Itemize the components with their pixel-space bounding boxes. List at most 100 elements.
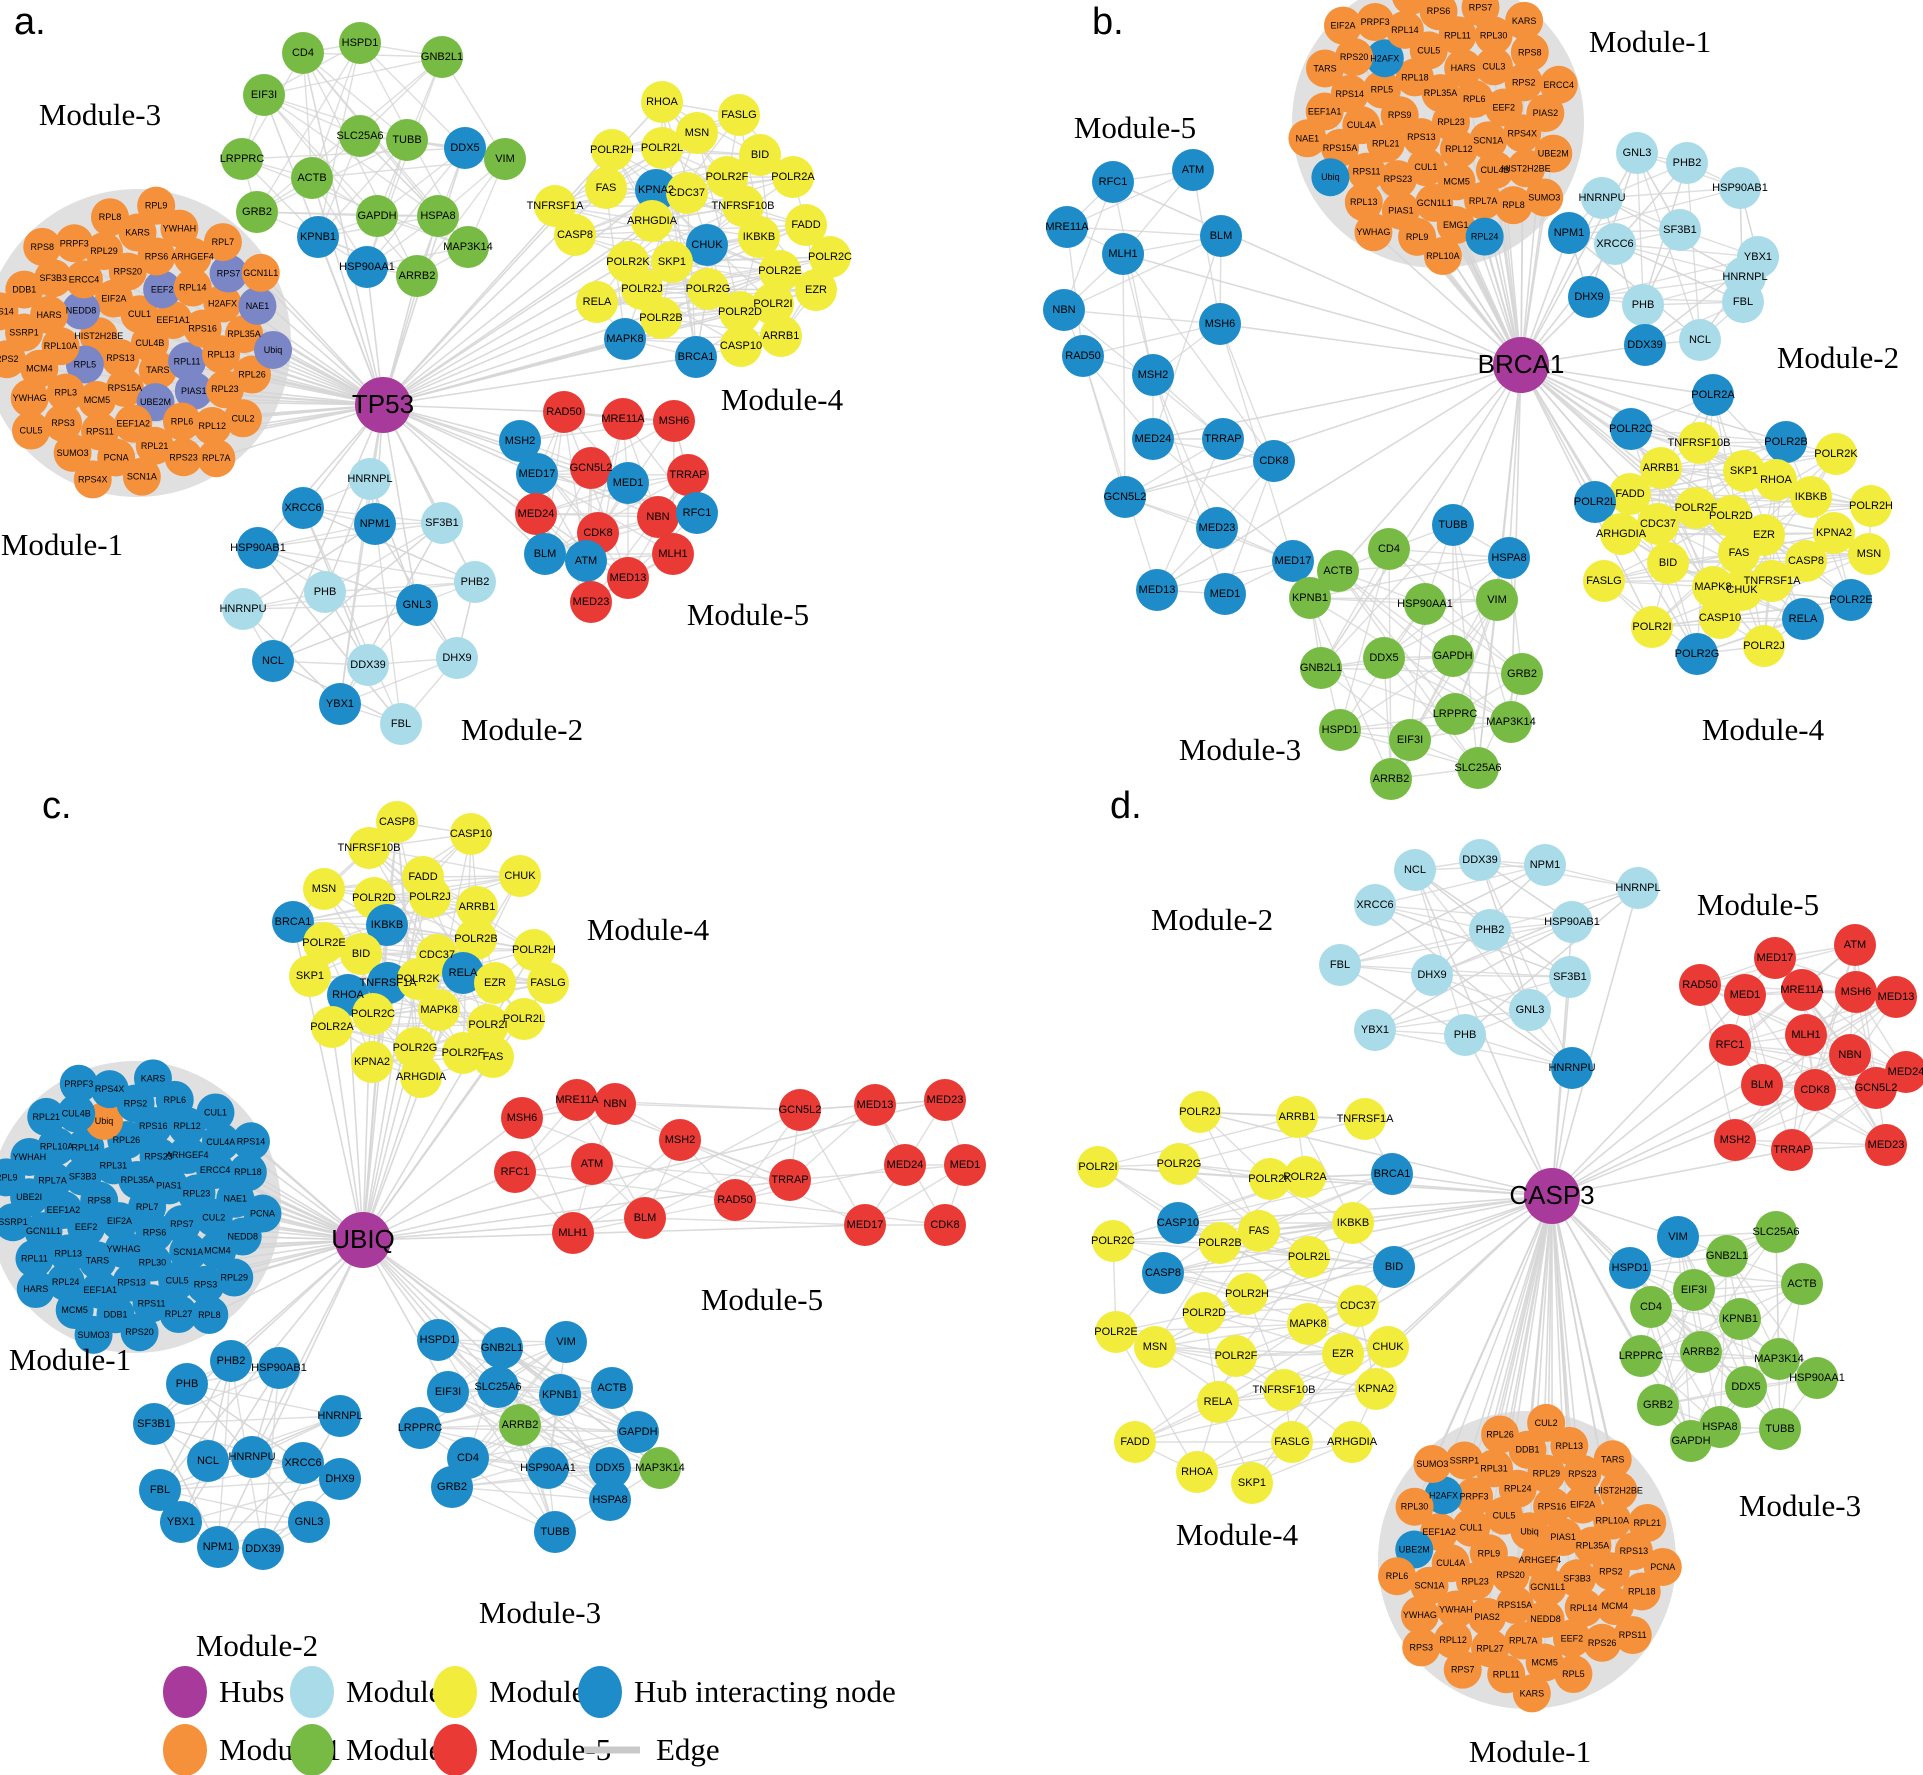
module-node[interactable] — [1725, 1366, 1767, 1408]
module-node[interactable] — [236, 191, 278, 233]
module-node[interactable] — [739, 134, 781, 176]
module-node[interactable] — [164, 438, 203, 477]
module-node[interactable] — [166, 1363, 208, 1405]
module-node[interactable] — [1552, 1619, 1591, 1658]
module-node[interactable] — [1781, 969, 1823, 1011]
module-node[interactable] — [421, 502, 463, 544]
module-node[interactable] — [1609, 473, 1651, 515]
module-node[interactable] — [591, 129, 633, 171]
hub-interacting-node[interactable] — [635, 169, 677, 211]
module-node[interactable] — [304, 571, 346, 613]
module-node[interactable] — [714, 1179, 756, 1221]
module-node[interactable] — [1419, 0, 1458, 31]
hub-interacting-node[interactable] — [62, 291, 101, 330]
hub-interacting-node[interactable] — [1609, 1247, 1651, 1289]
module-node[interactable] — [347, 644, 389, 686]
hub-interacting-node[interactable] — [297, 216, 339, 258]
module-node[interactable] — [225, 315, 264, 354]
module-node[interactable] — [1848, 533, 1890, 575]
module-node[interactable] — [1347, 152, 1386, 191]
module-node[interactable] — [1238, 1210, 1280, 1252]
hub-interacting-node[interactable] — [1311, 158, 1350, 197]
module-node[interactable] — [1617, 867, 1659, 909]
module-node[interactable] — [1550, 1426, 1589, 1465]
module-node[interactable] — [15, 1239, 54, 1278]
module-node[interactable] — [1680, 1331, 1722, 1373]
module-node[interactable] — [138, 351, 177, 390]
module-node[interactable] — [0, 1203, 32, 1242]
module-node[interactable] — [1815, 433, 1857, 475]
module-node[interactable] — [1620, 1335, 1662, 1377]
module-node[interactable] — [243, 1194, 282, 1233]
module-node[interactable] — [160, 209, 199, 248]
module-node[interactable] — [258, 1347, 300, 1389]
module-node[interactable] — [133, 1403, 175, 1445]
module-node[interactable] — [0, 292, 19, 331]
module-node[interactable] — [1527, 1403, 1566, 1442]
module-node[interactable] — [1637, 503, 1679, 545]
hub-interacting-node[interactable] — [499, 1404, 541, 1446]
module-node[interactable] — [1614, 1532, 1653, 1571]
module-node[interactable] — [602, 398, 644, 440]
module-node[interactable] — [1319, 944, 1361, 986]
module-node[interactable] — [1564, 1588, 1603, 1627]
module-node[interactable] — [53, 433, 92, 472]
module-node[interactable] — [1215, 1335, 1257, 1377]
module-node[interactable] — [1583, 560, 1625, 602]
module-node[interactable] — [409, 876, 451, 918]
module-node[interactable] — [57, 1094, 96, 1133]
module-node[interactable] — [1490, 701, 1532, 743]
module-node[interactable] — [210, 1340, 252, 1382]
module-node[interactable] — [303, 922, 345, 964]
module-node[interactable] — [1439, 130, 1478, 169]
module-node[interactable] — [1501, 653, 1543, 695]
module-node[interactable] — [356, 195, 398, 237]
module-node[interactable] — [809, 236, 851, 278]
module-node[interactable] — [1468, 1597, 1507, 1636]
module-node[interactable] — [1875, 976, 1917, 1018]
module-node[interactable] — [1172, 149, 1214, 191]
hub-interacting-node[interactable] — [143, 270, 182, 309]
module-node[interactable] — [400, 1056, 442, 1098]
module-node[interactable] — [884, 1144, 926, 1186]
module-node[interactable] — [501, 1097, 543, 1139]
module-node[interactable] — [133, 1059, 172, 1098]
module-node[interactable] — [637, 496, 679, 538]
module-node[interactable] — [1640, 447, 1682, 489]
module-node[interactable] — [1102, 233, 1144, 275]
module-node[interactable] — [651, 241, 693, 283]
module-node[interactable] — [1755, 1211, 1797, 1253]
hub-interacting-node[interactable] — [524, 533, 566, 575]
module-node[interactable] — [1622, 284, 1664, 326]
module-node[interactable] — [1363, 637, 1405, 679]
module-node[interactable] — [1834, 924, 1876, 966]
module-node[interactable] — [1402, 1628, 1441, 1667]
hub-interacting-node[interactable] — [238, 286, 277, 325]
module-node[interactable] — [1528, 1568, 1567, 1607]
hub-interacting-node[interactable] — [565, 540, 607, 582]
module-node[interactable] — [1455, 79, 1494, 118]
module-node[interactable] — [624, 1197, 666, 1239]
hub-node[interactable] — [335, 1212, 391, 1268]
module-node[interactable] — [1288, 119, 1327, 158]
module-node[interactable] — [1505, 1, 1544, 40]
module-node[interactable] — [1616, 132, 1658, 174]
module-node[interactable] — [1202, 418, 1244, 460]
module-node[interactable] — [844, 1204, 886, 1246]
module-node[interactable] — [1743, 625, 1785, 667]
module-node[interactable] — [222, 588, 264, 630]
module-node[interactable] — [1370, 758, 1412, 800]
module-node[interactable] — [652, 533, 694, 575]
module-node[interactable] — [1741, 1064, 1783, 1106]
module-node[interactable] — [1754, 937, 1796, 979]
hub-interacting-node[interactable] — [1692, 374, 1734, 416]
module-node[interactable] — [1525, 1643, 1564, 1682]
module-node[interactable] — [1525, 178, 1564, 217]
module-node[interactable] — [1443, 1650, 1482, 1689]
module-node[interactable] — [720, 325, 762, 367]
module-node[interactable] — [1699, 597, 1741, 639]
module-node[interactable] — [203, 284, 242, 323]
module-node[interactable] — [352, 993, 394, 1035]
module-node[interactable] — [1136, 569, 1178, 611]
hub-interacting-node[interactable] — [1465, 217, 1504, 256]
